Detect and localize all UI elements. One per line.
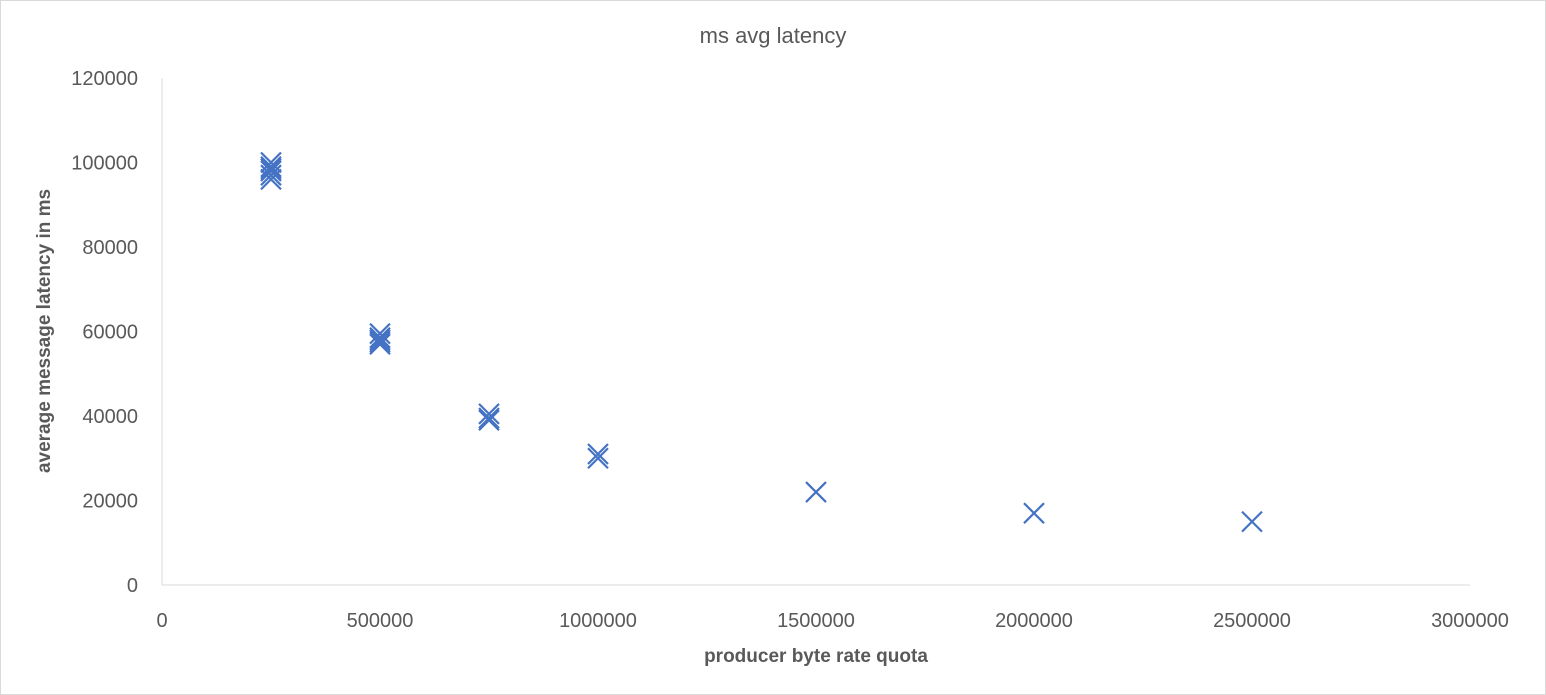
plot-area: 0 20000 40000 60000 80000 100000 120000 0 50000… — [71, 68, 1509, 632]
y-tick-label: 100000 — [71, 153, 138, 175]
x-tick-label: 1000000 — [559, 610, 637, 632]
data-markers — [260, 151, 1263, 533]
x-tick-label: 500000 — [347, 610, 414, 632]
data-point-marker — [369, 331, 391, 353]
x-tick-label: 0 — [156, 610, 167, 632]
y-tick-label: 80000 — [82, 237, 138, 259]
y-tick-label: 60000 — [82, 322, 138, 344]
data-point-marker — [1241, 510, 1263, 533]
x-tick-label: 3000000 — [1431, 610, 1509, 632]
data-point-marker — [369, 322, 391, 345]
data-point-marker — [478, 409, 500, 432]
data-point-marker — [805, 481, 827, 503]
data-point-marker — [587, 447, 609, 470]
x-tick-label: 2500000 — [1213, 610, 1291, 632]
data-point-marker — [260, 158, 282, 180]
x-axis-title: producer byte rate quota — [704, 646, 928, 667]
x-tick-label: 1500000 — [777, 610, 855, 632]
chart-title: ms avg latency — [700, 23, 847, 48]
data-point-marker — [1023, 502, 1045, 524]
y-tick-label: 40000 — [82, 406, 138, 428]
data-point-marker — [478, 403, 500, 425]
x-tick-labels: 0 500000 1000000 1500000 2000000 2500000 30000… — [156, 610, 1509, 632]
data-point-marker — [369, 333, 391, 355]
y-tick-label: 20000 — [82, 491, 138, 513]
y-axis-title: average message latency in ms — [34, 189, 55, 473]
data-point-marker — [478, 407, 500, 429]
data-point-marker — [369, 329, 391, 351]
data-point-marker — [587, 443, 609, 465]
x-tick-label: 2000000 — [995, 610, 1073, 632]
y-tick-label: 120000 — [71, 68, 138, 90]
data-point-marker — [260, 160, 282, 182]
data-point-marker — [369, 327, 391, 349]
y-tick-labels: 0 20000 40000 60000 80000 100000 120000 — [71, 68, 138, 597]
data-point-marker — [260, 164, 282, 186]
y-tick-label: 0 — [127, 575, 138, 597]
data-point-marker — [260, 168, 282, 191]
